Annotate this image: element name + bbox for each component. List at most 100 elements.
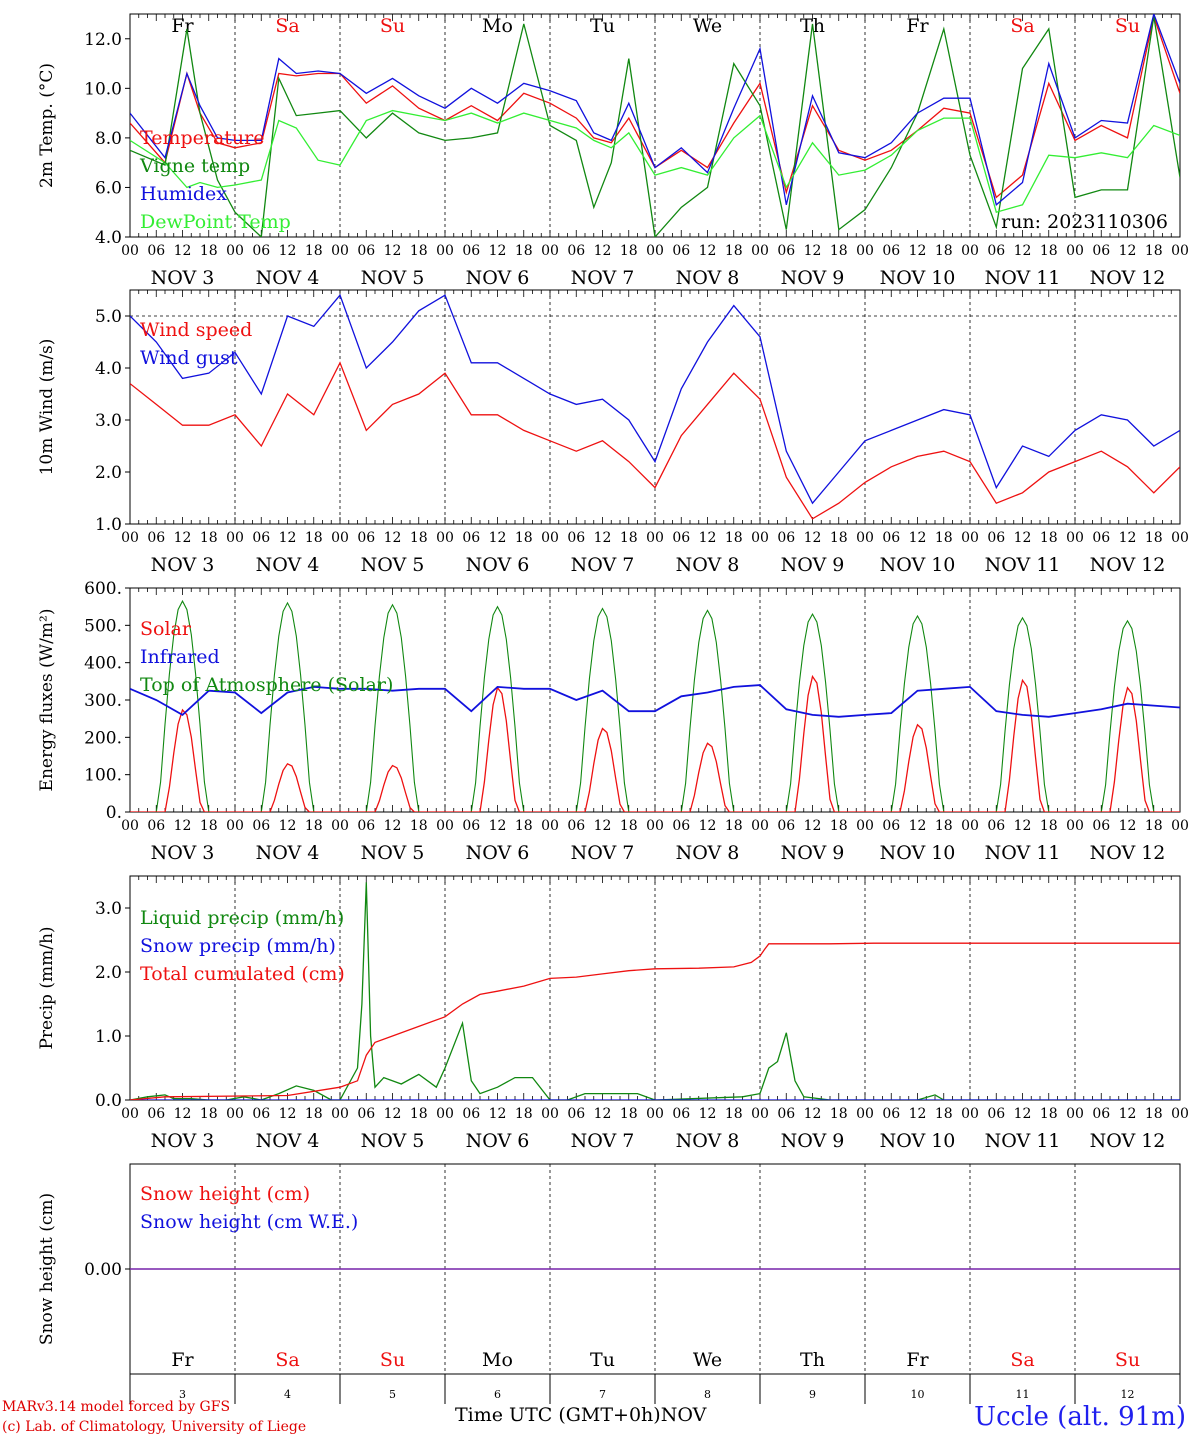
x-hour-label: 12: [699, 1106, 717, 1122]
x-hour-label: 06: [462, 1106, 480, 1122]
x-date-label: NOV 8: [676, 267, 740, 289]
legend-entry: Top of Atmosphere (Solar): [140, 674, 393, 696]
x-date-label: NOV 5: [361, 267, 425, 289]
x-date-label: NOV 5: [361, 842, 425, 864]
day-of-week-label: Sa: [1010, 1349, 1034, 1371]
x-date-label: NOV 6: [466, 1130, 530, 1152]
x-hour-label: 18: [305, 530, 323, 546]
x-hour-label: 12: [1014, 818, 1032, 834]
solar-line: [865, 723, 970, 812]
x-date-label: NOV 7: [571, 267, 635, 289]
x-hour-label: 18: [200, 818, 218, 834]
day-of-week-label: Mo: [482, 15, 513, 37]
x-hour-label: 06: [987, 1106, 1005, 1122]
y-axis-title: Snow height (cm): [37, 1193, 57, 1345]
day-of-week-label: Fr: [171, 1349, 194, 1371]
x-hour-label: 12: [384, 1106, 402, 1122]
x-hour-label: 06: [777, 530, 795, 546]
run-annotation: run: 2023110306: [1001, 211, 1168, 233]
x-hour-label: 06: [672, 818, 690, 834]
x-hour-label: 12: [279, 243, 297, 259]
x-hour-label: 18: [1145, 1106, 1163, 1122]
legend-entry: Liquid precip (mm/h): [140, 907, 344, 929]
x-hour-label: 12: [1014, 243, 1032, 259]
x-hour-label: 06: [882, 1106, 900, 1122]
x-hour-label: 18: [830, 530, 848, 546]
day-number-label: 5: [389, 1388, 396, 1401]
x-hour-label: 00: [856, 1106, 874, 1122]
y-tick-label: 1.0: [95, 1027, 122, 1047]
credit-line-2: (c) Lab. of Climatology, University of L…: [2, 1419, 307, 1435]
day-number-label: 11: [1016, 1388, 1030, 1401]
x-hour-label: 06: [147, 1106, 165, 1122]
x-hour-label: 18: [1145, 818, 1163, 834]
x-hour-label: 00: [961, 1106, 979, 1122]
x-date-label: NOV 12: [1090, 842, 1166, 864]
x-hour-label: 00: [646, 1106, 664, 1122]
x-hour-label: 00: [1066, 818, 1084, 834]
x-hour-label: 06: [672, 530, 690, 546]
x-hour-label: 18: [935, 530, 953, 546]
x-hour-label: 00: [436, 243, 454, 259]
day-of-week-label: Mo: [482, 1349, 513, 1371]
day-number-label: 7: [599, 1388, 606, 1401]
x-hour-label: 12: [174, 530, 192, 546]
x-hour-label: 18: [725, 243, 743, 259]
x-date-label: NOV 7: [571, 1130, 635, 1152]
x-hour-label: 12: [1119, 1106, 1137, 1122]
x-hour-label: 00: [646, 243, 664, 259]
panel-frame: [129, 587, 1181, 813]
x-date-label: NOV 11: [985, 842, 1061, 864]
x-hour-label: 12: [489, 530, 507, 546]
x-hour-label: 06: [252, 243, 270, 259]
x-hour-label: 18: [830, 1106, 848, 1122]
x-hour-label: 12: [804, 243, 822, 259]
x-date-label: NOV 9: [781, 267, 845, 289]
x-date-label: NOV 9: [781, 1130, 845, 1152]
x-hour-label: 18: [1040, 818, 1058, 834]
x-hour-label: 12: [1119, 818, 1137, 834]
x-date-label: NOV 3: [151, 1130, 215, 1152]
toa-solar-line: [760, 612, 865, 812]
x-hour-label: 06: [1092, 530, 1110, 546]
x-hour-label: 18: [305, 243, 323, 259]
y-axis-title: Precip (mm/h): [37, 926, 57, 1049]
x-hour-label: 18: [1040, 1106, 1058, 1122]
x-hour-label: 00: [751, 1106, 769, 1122]
x-hour-label: 18: [1040, 530, 1058, 546]
x-hour-label: 12: [279, 1106, 297, 1122]
legend-entry: Snow height (cm): [140, 1183, 310, 1205]
x-hour-label: 00: [331, 1106, 349, 1122]
y-tick-label: 2.0: [95, 963, 122, 983]
dewpoint-temp-line: [130, 109, 1180, 214]
x-hour-label: 00: [436, 1106, 454, 1122]
x-hour-label: 00: [121, 243, 139, 259]
x-date-label: NOV 8: [676, 1130, 740, 1152]
x-date-label: NOV 8: [676, 554, 740, 576]
x-hour-label: 18: [725, 530, 743, 546]
x-date-label: NOV 9: [781, 842, 845, 864]
x-hour-label: 12: [279, 818, 297, 834]
wind-speed-line: [130, 361, 1180, 520]
x-date-label: NOV 12: [1090, 554, 1166, 576]
x-hour-label: 00: [331, 530, 349, 546]
x-hour-label: 00: [856, 243, 874, 259]
toa-solar-line: [970, 616, 1075, 812]
x-hour-label: 12: [699, 818, 717, 834]
y-tick-label: 600.: [84, 579, 122, 599]
x-hour-label: 18: [200, 1106, 218, 1122]
x-hour-label: 00: [856, 818, 874, 834]
x-hour-label: 00: [541, 818, 559, 834]
y-tick-label: 200.: [84, 728, 122, 748]
day-of-week-label: Sa: [1010, 15, 1034, 37]
legend-entry: Vigne temp: [139, 155, 250, 177]
x-date-label: NOV 5: [361, 1130, 425, 1152]
x-hour-label: 18: [1145, 243, 1163, 259]
x-hour-label: 12: [174, 243, 192, 259]
x-date-label: NOV 3: [151, 554, 215, 576]
day-of-week-label: Th: [800, 1349, 825, 1371]
x-hour-label: 12: [804, 530, 822, 546]
x-hour-label: 12: [699, 243, 717, 259]
x-hour-label: 12: [804, 818, 822, 834]
